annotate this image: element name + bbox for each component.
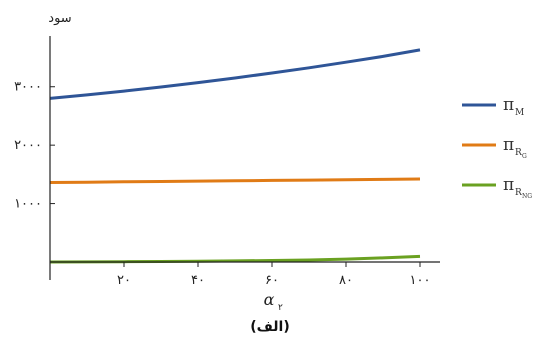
x-axis-title-subscript: ۲ bbox=[278, 303, 283, 313]
series-line--rng bbox=[49, 254, 421, 264]
legend-label: π bbox=[503, 135, 514, 155]
legend-subscript: R bbox=[515, 148, 522, 158]
ticks: ۲۰ ۴۰ ۶۰ ۸۰ ۱۰۰ ۱۰۰۰ ۲۰۰۰ ۳۰۰۰ bbox=[14, 80, 430, 288]
legend-subscript: R bbox=[515, 188, 522, 198]
legend-label: π bbox=[503, 175, 514, 195]
legend-subscript-2: G bbox=[522, 153, 527, 160]
x-tick-label: ۶۰ bbox=[265, 273, 279, 288]
legend-subscript-2: NG bbox=[522, 193, 532, 200]
series-line--m bbox=[49, 48, 421, 100]
plot-lines bbox=[49, 48, 421, 264]
y-tick-label: ۱۰۰۰ bbox=[14, 197, 42, 212]
figure-caption: (الف) bbox=[250, 319, 290, 335]
x-tick-label: ۱۰۰ bbox=[410, 273, 431, 288]
legend-label: π bbox=[503, 95, 514, 115]
x-tick-label: ۸۰ bbox=[339, 273, 353, 288]
x-tick-label: ۲۰ bbox=[117, 273, 131, 288]
series-line--rg bbox=[49, 177, 421, 184]
legend-item: π R NG bbox=[462, 175, 532, 200]
y-tick-label: ۲۰۰۰ bbox=[14, 138, 42, 153]
x-tick-label: ۴۰ bbox=[191, 273, 205, 288]
x-axis-title-symbol: α bbox=[264, 290, 275, 309]
legend-subscript: M bbox=[515, 108, 524, 118]
legend: π Mπ R Gπ R NG bbox=[462, 95, 532, 200]
y-tick-label: ۳۰۰۰ bbox=[14, 80, 42, 95]
y-axis-title: سود bbox=[48, 11, 71, 26]
